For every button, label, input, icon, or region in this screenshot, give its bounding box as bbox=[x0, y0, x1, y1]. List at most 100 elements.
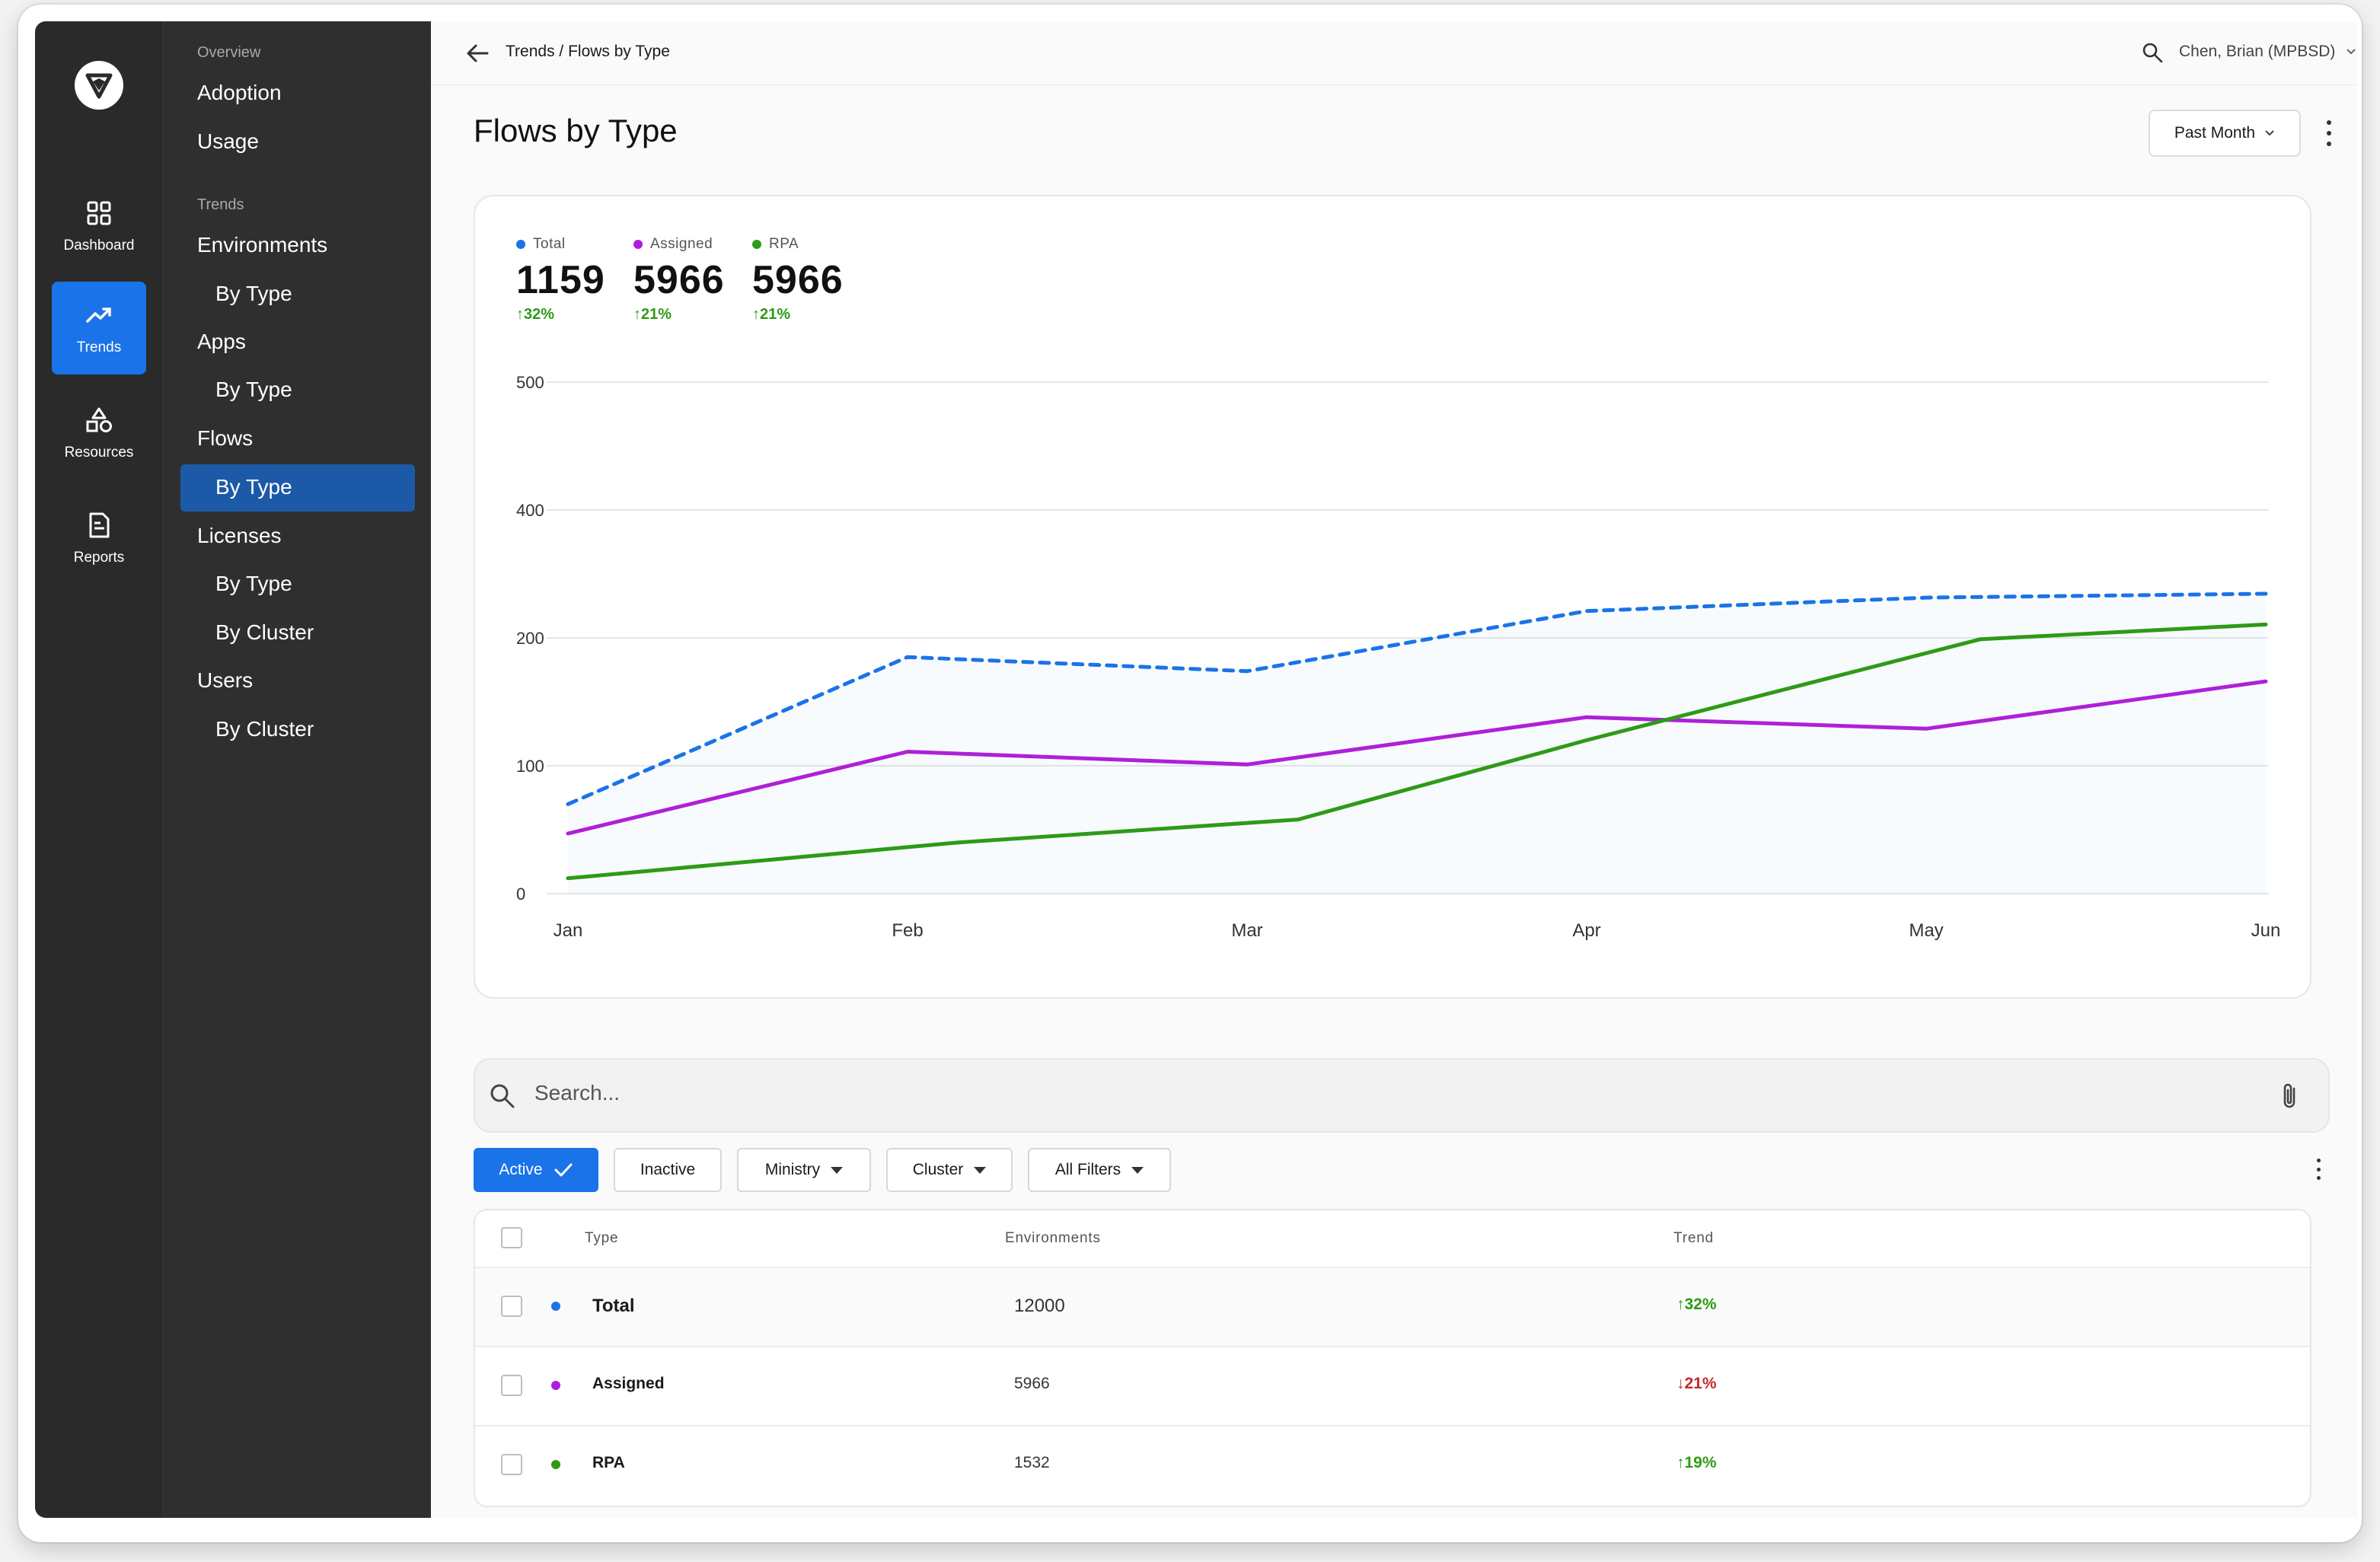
back-arrow-icon[interactable] bbox=[464, 40, 492, 67]
paperclip-icon[interactable] bbox=[2280, 1081, 2302, 1111]
filter-ministry-dropdown[interactable]: Ministry bbox=[737, 1148, 871, 1192]
row-color-dot bbox=[551, 1460, 560, 1469]
nav-item-adoption[interactable]: Adoption bbox=[197, 81, 282, 104]
nav-item-flows[interactable]: Flows bbox=[197, 426, 254, 450]
grid-icon bbox=[87, 201, 111, 225]
table-more-icon[interactable] bbox=[2315, 1159, 2322, 1180]
user-name: Chen, Brian (MPBSD) bbox=[2179, 43, 2336, 60]
stat-trend-rpa: ↑21% bbox=[752, 306, 791, 323]
chevron-down-icon bbox=[2265, 130, 2274, 136]
row-type: Total bbox=[592, 1296, 635, 1316]
table-row[interactable]: RPA 1532 ↑19% bbox=[475, 1425, 2310, 1504]
table-row[interactable]: Assigned 5966 ↓21% bbox=[475, 1346, 2310, 1425]
y-tick-label: 0 bbox=[516, 885, 525, 904]
column-header-type[interactable]: Type bbox=[585, 1230, 619, 1246]
y-tick-label: 500 bbox=[516, 373, 544, 392]
select-all-checkbox[interactable] bbox=[501, 1227, 522, 1248]
stat-total: Total 1159 ↑32% bbox=[516, 236, 605, 324]
stat-label-rpa: RPA bbox=[769, 236, 799, 252]
y-tick-label: 400 bbox=[516, 501, 544, 520]
page-more-icon[interactable] bbox=[2325, 120, 2333, 146]
nav-item-apps[interactable]: Apps bbox=[197, 330, 246, 353]
app-window: Dashboard Trends Resources Reports bbox=[35, 21, 2357, 1518]
stat-label-total: Total bbox=[533, 236, 566, 252]
user-menu[interactable]: Chen, Brian (MPBSD) bbox=[2179, 43, 2356, 61]
series-line-total bbox=[566, 591, 2268, 806]
trillium-logo-icon bbox=[85, 73, 113, 99]
rail-label-trends: Trends bbox=[76, 339, 122, 355]
column-header-environments[interactable]: Environments bbox=[1005, 1230, 1101, 1246]
check-icon bbox=[554, 1163, 573, 1177]
filter-inactive-label: Inactive bbox=[640, 1161, 696, 1178]
stat-rpa: RPA 5966 ↑21% bbox=[752, 236, 844, 324]
nav-panel: Overview Adoption Usage Trends Environme… bbox=[163, 21, 431, 1518]
stat-assigned: Assigned 5966 ↑21% bbox=[633, 236, 725, 324]
search-icon[interactable] bbox=[2141, 41, 2164, 64]
rail-item-resources[interactable]: Resources bbox=[52, 387, 146, 480]
column-header-trend[interactable]: Trend bbox=[1673, 1230, 1714, 1246]
line-chart: 500 400 200 100 0 Jan Feb Mar Apr May Jun bbox=[516, 373, 2281, 941]
stat-trend-assigned: ↑21% bbox=[633, 306, 672, 323]
x-tick-label: Jun bbox=[2251, 920, 2281, 941]
app-logo[interactable] bbox=[75, 61, 123, 110]
row-checkbox[interactable] bbox=[501, 1375, 522, 1396]
filter-all-dropdown[interactable]: All Filters bbox=[1028, 1148, 1171, 1192]
stat-value-assigned: 5966 bbox=[633, 258, 725, 302]
row-environments: 12000 bbox=[1014, 1296, 1065, 1316]
y-tick-label: 200 bbox=[516, 629, 544, 648]
filter-cluster-dropdown[interactable]: Cluster bbox=[886, 1148, 1013, 1192]
nav-item-users[interactable]: Users bbox=[197, 668, 254, 692]
nav-item-environments[interactable]: Environments bbox=[197, 233, 328, 257]
nav-item-usage[interactable]: Usage bbox=[197, 129, 259, 153]
legend-dot-assigned bbox=[633, 240, 643, 249]
nav-item-users-by-cluster[interactable]: By Cluster bbox=[215, 717, 314, 741]
x-tick-label: Apr bbox=[1572, 920, 1600, 941]
y-tick-label: 100 bbox=[516, 757, 544, 776]
data-table: Type Environments Trend Total 12000 ↑32%… bbox=[474, 1209, 2311, 1507]
nav-active-highlight[interactable] bbox=[180, 464, 415, 512]
breadcrumb[interactable]: Trends / Flows by Type bbox=[506, 43, 670, 60]
x-tick-label: Mar bbox=[1231, 920, 1262, 941]
rail-label-resources: Resources bbox=[64, 445, 134, 461]
row-checkbox[interactable] bbox=[501, 1454, 522, 1475]
filter-cluster-label: Cluster bbox=[912, 1161, 964, 1178]
x-tick-label: May bbox=[1909, 920, 1943, 941]
row-type: Assigned bbox=[592, 1375, 665, 1392]
nav-item-environments-by-type[interactable]: By Type bbox=[215, 282, 292, 305]
legend-dot-total bbox=[516, 240, 525, 249]
row-checkbox[interactable] bbox=[501, 1296, 522, 1317]
row-environments: 5966 bbox=[1014, 1375, 1050, 1392]
row-trend: ↓21% bbox=[1677, 1375, 1717, 1392]
filter-inactive-chip[interactable]: Inactive bbox=[614, 1148, 722, 1192]
series-line-rpa bbox=[566, 622, 2268, 881]
nav-item-licenses-by-type[interactable]: By Type bbox=[215, 572, 292, 595]
rail-item-trends[interactable]: Trends bbox=[52, 282, 146, 375]
shapes-icon bbox=[86, 407, 112, 432]
search-input[interactable] bbox=[534, 1081, 2209, 1105]
stat-label-assigned: Assigned bbox=[650, 236, 713, 252]
filter-active-label: Active bbox=[499, 1161, 543, 1178]
trend-icon bbox=[86, 308, 111, 323]
nav-item-licenses[interactable]: Licenses bbox=[197, 524, 282, 547]
main-content: Trends / Flows by Type Chen, Brian (MPBS… bbox=[431, 21, 2357, 1518]
x-tick-label: Feb bbox=[892, 920, 923, 941]
row-color-dot bbox=[551, 1302, 560, 1311]
row-trend: ↑19% bbox=[1677, 1454, 1717, 1471]
nav-item-flows-by-type[interactable]: By Type bbox=[215, 475, 292, 499]
caret-down-icon bbox=[1131, 1166, 1144, 1174]
rail-item-dashboard[interactable]: Dashboard bbox=[52, 180, 146, 273]
filter-active-chip[interactable]: Active bbox=[474, 1148, 598, 1192]
search-icon bbox=[490, 1084, 515, 1108]
nav-item-apps-by-type[interactable]: By Type bbox=[215, 378, 292, 401]
chevron-down-icon bbox=[2347, 49, 2356, 55]
rail-item-reports[interactable]: Reports bbox=[52, 492, 146, 585]
rail-label-reports: Reports bbox=[73, 550, 125, 566]
row-environments: 1532 bbox=[1014, 1454, 1050, 1471]
period-select[interactable]: Past Month bbox=[2149, 110, 2301, 157]
icon-rail: Dashboard Trends Resources Reports bbox=[35, 21, 163, 1518]
legend-dot-rpa bbox=[752, 240, 761, 249]
nav-item-licenses-by-cluster[interactable]: By Cluster bbox=[215, 620, 314, 644]
table-row[interactable]: Total 12000 ↑32% bbox=[475, 1267, 2310, 1346]
filter-all-label: All Filters bbox=[1054, 1161, 1121, 1178]
stat-value-total: 1159 bbox=[516, 258, 605, 302]
